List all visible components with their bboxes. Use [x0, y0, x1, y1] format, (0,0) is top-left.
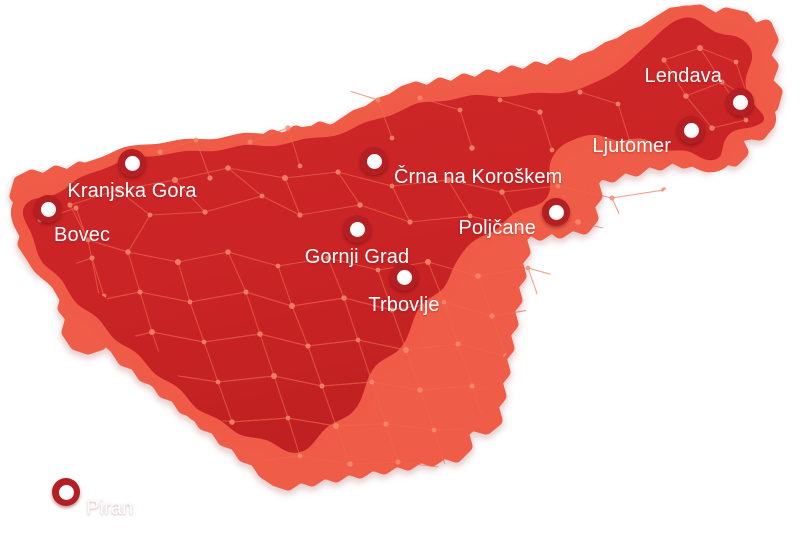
city-label-piran: Piran [86, 497, 134, 519]
city-label-ljutomer: Ljutomer [592, 135, 671, 157]
map-pin-icon[interactable] [343, 215, 371, 243]
city-label-poljcane: Poljčane [458, 217, 536, 239]
city-label-crna-na-koroskem: Črna na Koroškem [394, 166, 563, 188]
map-pin-icon[interactable] [390, 263, 418, 291]
city-label-lendava: Lendava [644, 65, 722, 87]
map-pin-icon[interactable] [677, 116, 705, 144]
map-pin-icon[interactable] [542, 198, 570, 226]
map-pin-icon[interactable] [118, 149, 146, 177]
city-label-bovec: Bovec [54, 224, 111, 246]
map-pin-icon[interactable] [52, 478, 80, 506]
map-pin-icon[interactable] [34, 195, 62, 223]
map-pin-icon[interactable] [726, 88, 754, 116]
city-label-gornji-grad: Gornji Grad [304, 246, 410, 268]
city-label-trbovlje: Trbovlje [368, 294, 440, 316]
map-pin-icon[interactable] [360, 147, 388, 175]
city-label-kranjska-gora: Kranjska Gora [67, 180, 197, 202]
